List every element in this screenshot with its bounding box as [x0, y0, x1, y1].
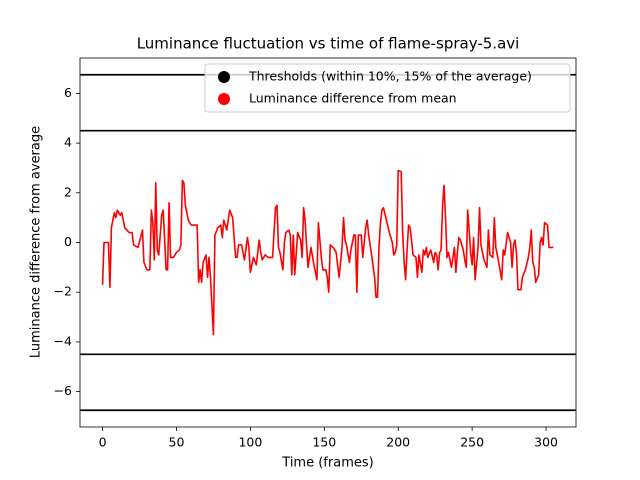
y-axis-label: Luminance difference from average — [29, 126, 44, 358]
x-tick-label: 300 — [534, 435, 558, 450]
x-tick-label: 200 — [386, 435, 410, 450]
y-tick-label: 2 — [64, 184, 72, 199]
y-tick-label: −6 — [54, 383, 72, 398]
x-axis-label: Time (frames) — [281, 456, 373, 471]
y-tick-label: −4 — [54, 333, 72, 348]
x-tick-label: 250 — [460, 435, 484, 450]
legend-marker — [218, 93, 230, 105]
plot-frame — [79, 57, 577, 428]
legend-label: Luminance difference from mean — [249, 91, 457, 106]
y-tick-label: −2 — [54, 284, 72, 299]
chart-title: Luminance fluctuation vs time of flame-s… — [137, 35, 520, 53]
data-line — [101, 169, 554, 336]
x-tick-label: 0 — [99, 435, 107, 450]
y-tick-label: 6 — [64, 85, 72, 100]
x-tick-label: 50 — [169, 435, 185, 450]
x-tick-label: 150 — [312, 435, 336, 450]
legend-label: Thresholds (within 10%, 15% of the avera… — [248, 69, 532, 84]
legend-box — [204, 63, 571, 113]
x-tick-label: 100 — [238, 435, 262, 450]
y-tick-label: 0 — [64, 234, 72, 249]
y-tick-label: 4 — [64, 135, 72, 150]
legend-marker — [218, 71, 230, 83]
